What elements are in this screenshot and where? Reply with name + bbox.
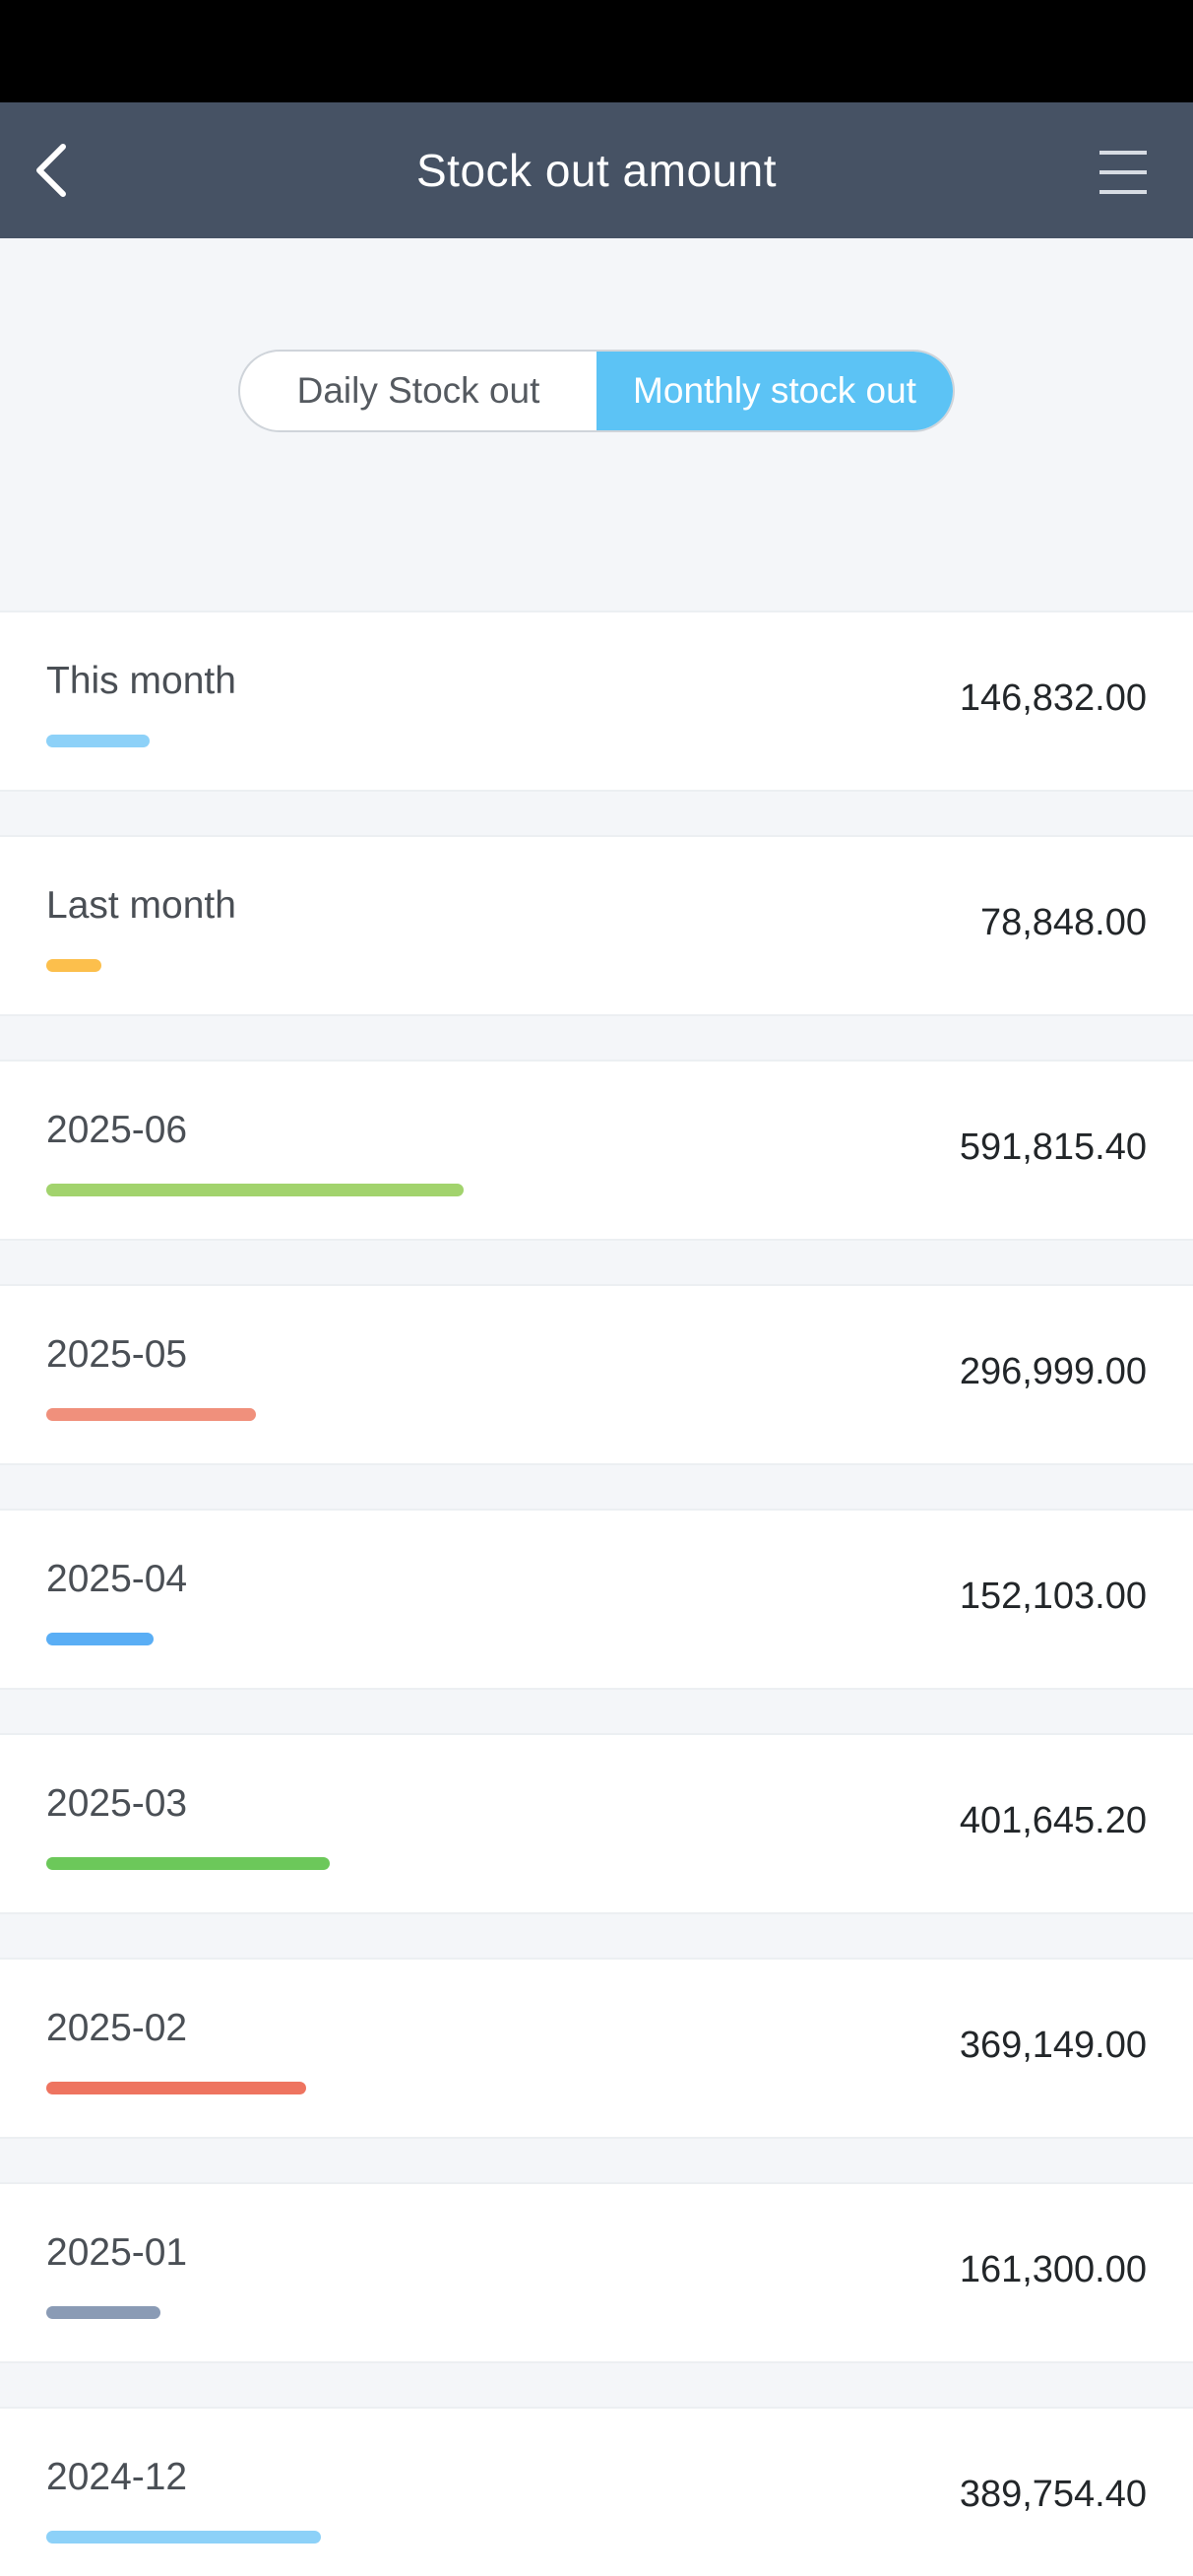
list-item-value: 369,149.00	[959, 2025, 1147, 2066]
monthly-stock-out-tab[interactable]: Monthly stock out	[596, 352, 953, 430]
list-item-value: 161,300.00	[959, 2249, 1147, 2290]
list-item[interactable]: 2025-01 161,300.00	[0, 2182, 1193, 2363]
view-toggle: Daily Stock out Monthly stock out	[238, 350, 955, 432]
list-item[interactable]: 2024-12 389,754.40	[0, 2407, 1193, 2576]
list-item-value: 591,815.40	[959, 1127, 1147, 1168]
app-header: Stock out amount	[0, 102, 1193, 238]
amount-bar	[46, 2082, 306, 2094]
list-item-value: 78,848.00	[979, 902, 1147, 943]
stock-out-list: This month 146,832.00 Last month 78,848.00 2…	[0, 611, 1193, 2576]
list-item-value: 152,103.00	[959, 1576, 1147, 1617]
amount-bar	[46, 1633, 154, 1645]
list-item[interactable]: 2025-03 401,645.20	[0, 1733, 1193, 1914]
list-item[interactable]: 2025-06 591,815.40	[0, 1060, 1193, 1241]
amount-bar	[46, 1408, 256, 1421]
list-item-label: 2025-01	[46, 2231, 188, 2274]
list-item[interactable]: 2025-05 296,999.00	[0, 1284, 1193, 1465]
list-item-value: 296,999.00	[959, 1351, 1147, 1392]
amount-bar	[46, 735, 150, 747]
list-item-label: 2025-04	[46, 1558, 188, 1600]
list-item-value: 401,645.20	[959, 1800, 1147, 1841]
toggle-area: Daily Stock out Monthly stock out	[0, 238, 1193, 611]
hamburger-menu-icon	[1099, 151, 1147, 194]
list-item[interactable]: This month 146,832.00	[0, 611, 1193, 792]
list-item-label: This month	[46, 660, 236, 702]
amount-bar	[46, 959, 101, 972]
amount-bar	[46, 2531, 321, 2544]
list-item-label: 2025-02	[46, 2007, 188, 2049]
list-item[interactable]: 2025-02 369,149.00	[0, 1958, 1193, 2139]
list-item-label: 2025-03	[46, 1782, 188, 1825]
status-bar	[0, 0, 1193, 102]
back-button[interactable]	[22, 136, 81, 205]
menu-button[interactable]	[1093, 146, 1154, 199]
list-item[interactable]: Last month 78,848.00	[0, 835, 1193, 1016]
list-item-value: 146,832.00	[959, 677, 1147, 719]
list-item-value: 389,754.40	[959, 2474, 1147, 2515]
list-item-label: 2025-05	[46, 1333, 188, 1376]
list-item-label: Last month	[46, 884, 236, 927]
daily-stock-out-tab[interactable]: Daily Stock out	[296, 370, 540, 411]
list-item[interactable]: 2025-04 152,103.00	[0, 1509, 1193, 1690]
list-item-label: 2025-06	[46, 1109, 188, 1151]
amount-bar	[46, 1184, 464, 1196]
amount-bar	[46, 1857, 330, 1870]
amount-bar	[46, 2306, 160, 2319]
page-title: Stock out amount	[416, 145, 777, 196]
list-item-label: 2024-12	[46, 2456, 188, 2498]
chevron-left-icon	[36, 144, 66, 197]
